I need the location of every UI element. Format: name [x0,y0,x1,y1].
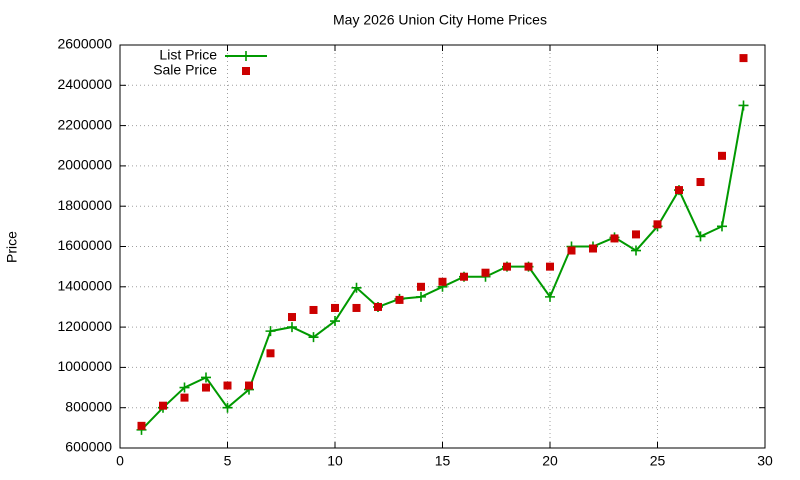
data-point [717,221,727,232]
data-point [503,262,511,271]
x-tick-label: 5 [224,453,232,469]
data-point [309,305,318,314]
y-tick-label: 800000 [65,398,112,414]
data-point [416,291,426,302]
data-point [417,282,425,291]
data-point [567,246,576,255]
y-tick-label: 2600000 [57,36,112,52]
data-point [331,303,339,312]
y-tick-label: 2200000 [57,116,112,132]
data-point [308,332,319,343]
data-point [201,372,211,383]
y-tick-label: 1800000 [57,197,112,213]
y-axis-label: Price [4,231,20,263]
y-tick-label: 2000000 [57,157,112,173]
data-point [180,393,189,402]
x-tick-label: 30 [757,453,773,469]
data-point [589,244,597,253]
x-tick-label: 10 [327,453,343,469]
data-point [481,268,490,277]
data-point [631,245,641,256]
data-point [352,303,361,312]
data-point [545,291,555,302]
data-point [460,272,468,281]
y-tick-label: 600000 [65,439,112,455]
data-point [524,262,533,271]
y-tick-label: 1200000 [57,318,112,334]
y-tick-label: 1000000 [57,358,112,374]
data-point [546,262,554,271]
legend-marker [242,67,250,75]
data-point [653,220,662,229]
data-point [287,322,297,333]
y-tick-label: 2400000 [57,76,112,92]
data-point [266,349,275,358]
data-point [351,282,362,293]
data-point [696,178,705,187]
data-point [632,230,640,239]
legend-label: Sale Price [153,62,217,78]
data-point [738,100,749,111]
legend-label: List Price [159,47,217,63]
x-tick-label: 0 [116,453,124,469]
data-point [159,401,167,410]
legend-marker [241,51,251,61]
data-point [265,326,276,337]
data-point [374,302,382,311]
data-point [610,234,619,243]
chart-title: May 2026 Union City Home Prices [333,12,547,28]
data-point [695,231,706,242]
data-point [718,151,726,160]
x-tick-label: 20 [542,453,558,469]
data-point [395,295,404,304]
y-tick-label: 1400000 [57,278,112,294]
y-tick-label: 1600000 [57,237,112,253]
data-point [288,313,296,322]
data-point [137,421,146,430]
data-point [739,54,748,63]
data-point [330,316,340,327]
data-point [222,402,233,413]
data-point [179,382,190,393]
data-point [245,381,253,390]
data-point [438,277,447,286]
x-tick-label: 25 [650,453,666,469]
x-tick-label: 15 [435,453,451,469]
data-point [675,186,683,195]
data-point [223,381,232,390]
plot-border [119,44,766,449]
data-point [202,383,210,392]
